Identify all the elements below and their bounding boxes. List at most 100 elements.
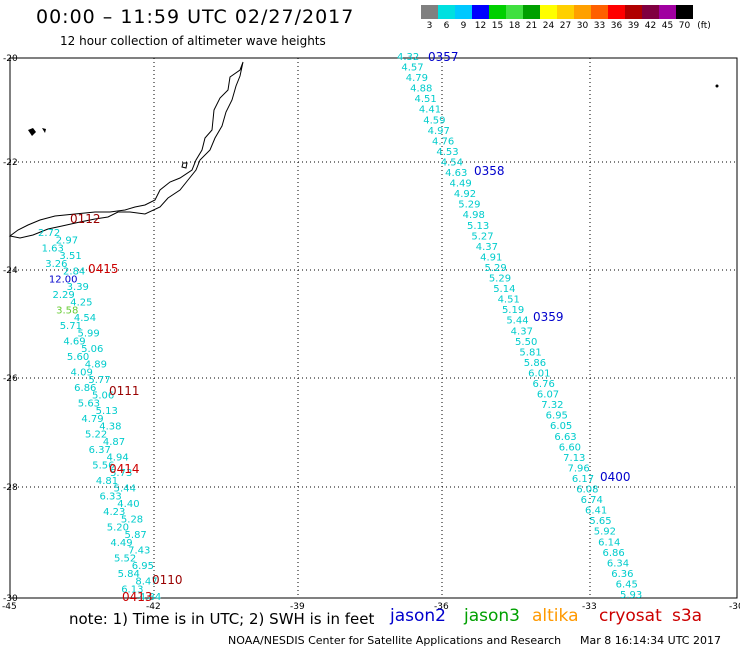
swh-value: 5.13: [96, 406, 118, 417]
pass-time-label: 0358: [474, 164, 505, 178]
swh-value: 4.91: [480, 252, 502, 263]
timestamp-text: Mar 8 16:14:34 UTC 2017: [580, 634, 721, 647]
swh-value: 4.81: [96, 476, 118, 487]
color-scale-label: 6: [443, 21, 450, 31]
swh-value: 6.14: [598, 537, 620, 548]
lat-label: -26: [3, 374, 18, 384]
color-scale-label: 39: [627, 21, 640, 31]
color-swatch: [438, 5, 455, 19]
chart-subtitle: 12 hour collection of altimeter wave hei…: [60, 34, 326, 48]
lon-label: -33: [582, 602, 597, 612]
swh-value: 6.36: [611, 569, 633, 580]
swh-value: 4.49: [110, 538, 132, 549]
swh-value: 2.84: [63, 267, 85, 278]
swh-value: 5.60: [67, 352, 89, 363]
swh-value: 4.38: [99, 422, 121, 433]
coastline: [8, 61, 719, 239]
swh-value: 4.92: [454, 189, 476, 200]
swh-value: 5.29: [458, 200, 480, 211]
swh-value: 4.37: [511, 326, 533, 337]
swh-value: 5.44: [114, 484, 136, 495]
swh-value: 6.95: [132, 561, 154, 572]
island-shape: [181, 162, 188, 169]
color-swatch: [523, 5, 540, 19]
lon-label: -36: [434, 602, 449, 612]
swh-value: 4.98: [463, 210, 485, 221]
legend-jason3: jason3: [464, 606, 520, 626]
swh-value: 6.74: [581, 495, 603, 506]
swh-value: 6.01: [528, 368, 550, 379]
color-swatch: [676, 5, 693, 19]
swh-value: 1.63: [42, 243, 64, 254]
swh-value: 6.33: [99, 491, 121, 502]
swh-value: 6.41: [585, 506, 607, 517]
swh-value: 5.77: [88, 375, 110, 386]
swh-value: 6.08: [576, 485, 598, 496]
swh-value: 5.20: [107, 522, 129, 533]
swh-value: 5.87: [125, 530, 147, 541]
swh-value: 6.45: [616, 579, 638, 590]
swh-value: 5.06: [81, 344, 103, 355]
swh-value: 5.44: [506, 316, 528, 327]
color-swatch: [421, 5, 438, 19]
color-scale-label: 45: [661, 21, 674, 31]
pass-time-label: 0413: [122, 590, 153, 604]
swh-value: 4.89: [85, 360, 107, 371]
swh-value: 4.49: [449, 179, 471, 190]
swh-value: 4.51: [498, 295, 520, 306]
color-swatch: [659, 5, 676, 19]
swh-value: 4.59: [423, 115, 445, 126]
chart-title: 00:00 – 11:59 UTC 02/27/2017: [36, 6, 355, 28]
swh-value: 4.40: [117, 499, 139, 510]
swh-value: 4.53: [436, 147, 458, 158]
color-swatch: [472, 5, 489, 19]
swh-value: 4.97: [428, 126, 450, 137]
pass-time-label: 0357: [428, 50, 459, 64]
lat-label: -22: [3, 158, 18, 168]
swh-value: 5.81: [519, 347, 541, 358]
swh-value: 5.92: [594, 527, 616, 538]
swh-value: 4.88: [410, 84, 432, 95]
swh-value: 7.32: [541, 400, 563, 411]
swh-value: 4.41: [419, 105, 441, 116]
color-scale: [421, 5, 693, 19]
swh-value: 5.19: [502, 305, 524, 316]
swh-value: 4.23: [103, 507, 125, 518]
swh-value: 6.76: [533, 379, 555, 390]
lon-label: -30: [729, 602, 740, 612]
swh-value: 5.65: [589, 516, 611, 527]
swh-value: 4.79: [406, 73, 428, 84]
pass-time-label: 0110: [152, 573, 183, 587]
swh-value: 5.13: [467, 221, 489, 232]
pass-time-label: 0359: [533, 310, 564, 324]
swh-value: 4.76: [432, 136, 454, 147]
swh-value: 4.32: [397, 52, 419, 63]
east-track-values: 4.324.574.794.884.514.414.594.974.764.53…: [397, 52, 642, 601]
swh-value: 5.71: [60, 321, 82, 332]
swh-value: 5.63: [78, 398, 100, 409]
swh-value: 4.37: [476, 242, 498, 253]
swh-value: 5.99: [78, 329, 100, 340]
footer-note: note: 1) Time is in UTC; 2) SWH is in fe…: [69, 610, 375, 628]
pass-time-label: 0415: [88, 262, 119, 276]
color-scale-label: 21: [525, 21, 538, 31]
swh-value: 6.95: [546, 411, 568, 422]
lat-label: -24: [3, 266, 18, 276]
lat-label: -20: [3, 54, 18, 64]
swh-value: 4.51: [414, 94, 436, 105]
swh-value: 3.58: [56, 305, 78, 316]
pass-time-label: 0400: [600, 470, 631, 484]
color-scale-label: 9: [460, 21, 467, 31]
lat-lon-grid: [9, 57, 738, 599]
color-scale-label: 36: [610, 21, 623, 31]
color-scale-label: 70: [678, 21, 691, 31]
color-swatch: [557, 5, 574, 19]
swh-value: 12.00: [49, 274, 78, 285]
legend-cryosat: cryosat: [599, 606, 662, 626]
swh-value: 5.29: [484, 263, 506, 274]
color-scale-label: 27: [559, 21, 572, 31]
swh-value: 4.84: [139, 592, 161, 603]
swh-value: 4.57: [401, 63, 423, 74]
color-scale-label: 15: [491, 21, 504, 31]
color-scale-label: 30: [576, 21, 589, 31]
